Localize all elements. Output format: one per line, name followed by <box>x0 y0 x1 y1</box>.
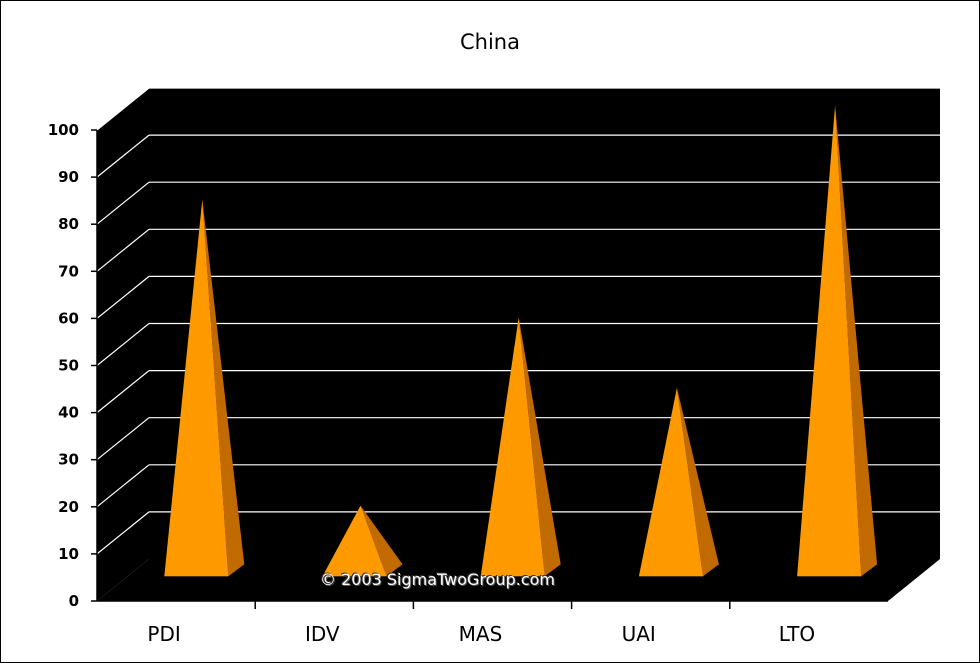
pyramid-bar <box>638 387 719 577</box>
y-tick-label: 100 <box>48 121 79 139</box>
y-tick-label: 30 <box>58 451 79 469</box>
pyramid-front-face <box>164 199 229 577</box>
gridline-side <box>96 134 150 178</box>
chart-title: China <box>460 30 520 54</box>
x-tick-label: IDV <box>305 622 340 646</box>
pyramid-bar <box>164 199 245 577</box>
x-tick-label: MAS <box>459 622 503 646</box>
x-tick-label: UAI <box>622 622 656 646</box>
gridline-side <box>96 417 150 461</box>
x-axis-ticks: PDI IDV MAS UAI LTO <box>147 601 815 646</box>
pyramid-side-face <box>835 105 878 577</box>
pyramid-side-face <box>360 505 403 577</box>
gridline-side <box>96 464 150 508</box>
pyramid-side-face <box>518 317 561 577</box>
pyramid-front-face <box>322 505 387 577</box>
pyramid-front-face <box>480 317 545 577</box>
x-tick-label: PDI <box>147 622 180 646</box>
gridline-side <box>96 275 150 319</box>
y-tick-label: 10 <box>58 545 79 563</box>
gridline-side <box>96 181 150 225</box>
gridline-side <box>96 370 150 414</box>
pyramid-side-face <box>202 199 245 577</box>
pyramid-front-face <box>638 387 703 577</box>
y-tick-label: 50 <box>58 357 79 375</box>
gridline-side <box>96 323 150 366</box>
pyramid-side-face <box>676 387 719 577</box>
y-tick-label: 40 <box>58 404 79 422</box>
y-axis-ticks: 0 10 20 30 40 50 60 70 80 90 100 <box>48 121 888 610</box>
pyramid-bar <box>797 105 878 577</box>
y-tick-label: 70 <box>58 262 79 280</box>
pyramid-bar <box>322 505 403 577</box>
y-tick-label: 80 <box>58 215 79 233</box>
y-tick-label: 60 <box>58 309 79 327</box>
pyramid-bars <box>164 105 878 577</box>
x-tick-label: LTO <box>779 622 815 646</box>
pyramid-front-face <box>797 105 862 577</box>
copyright-watermark: © 2003 SigmaTwoGroup.com <box>320 570 556 589</box>
pyramid-bar <box>480 317 561 577</box>
gridline-side <box>96 511 150 555</box>
gridline-side <box>96 87 150 131</box>
y-tick-label: 20 <box>58 498 79 516</box>
y-tick-label: 0 <box>69 592 79 610</box>
gridline-side <box>96 228 150 272</box>
y-tick-label: 90 <box>58 168 79 186</box>
floor <box>97 559 940 601</box>
